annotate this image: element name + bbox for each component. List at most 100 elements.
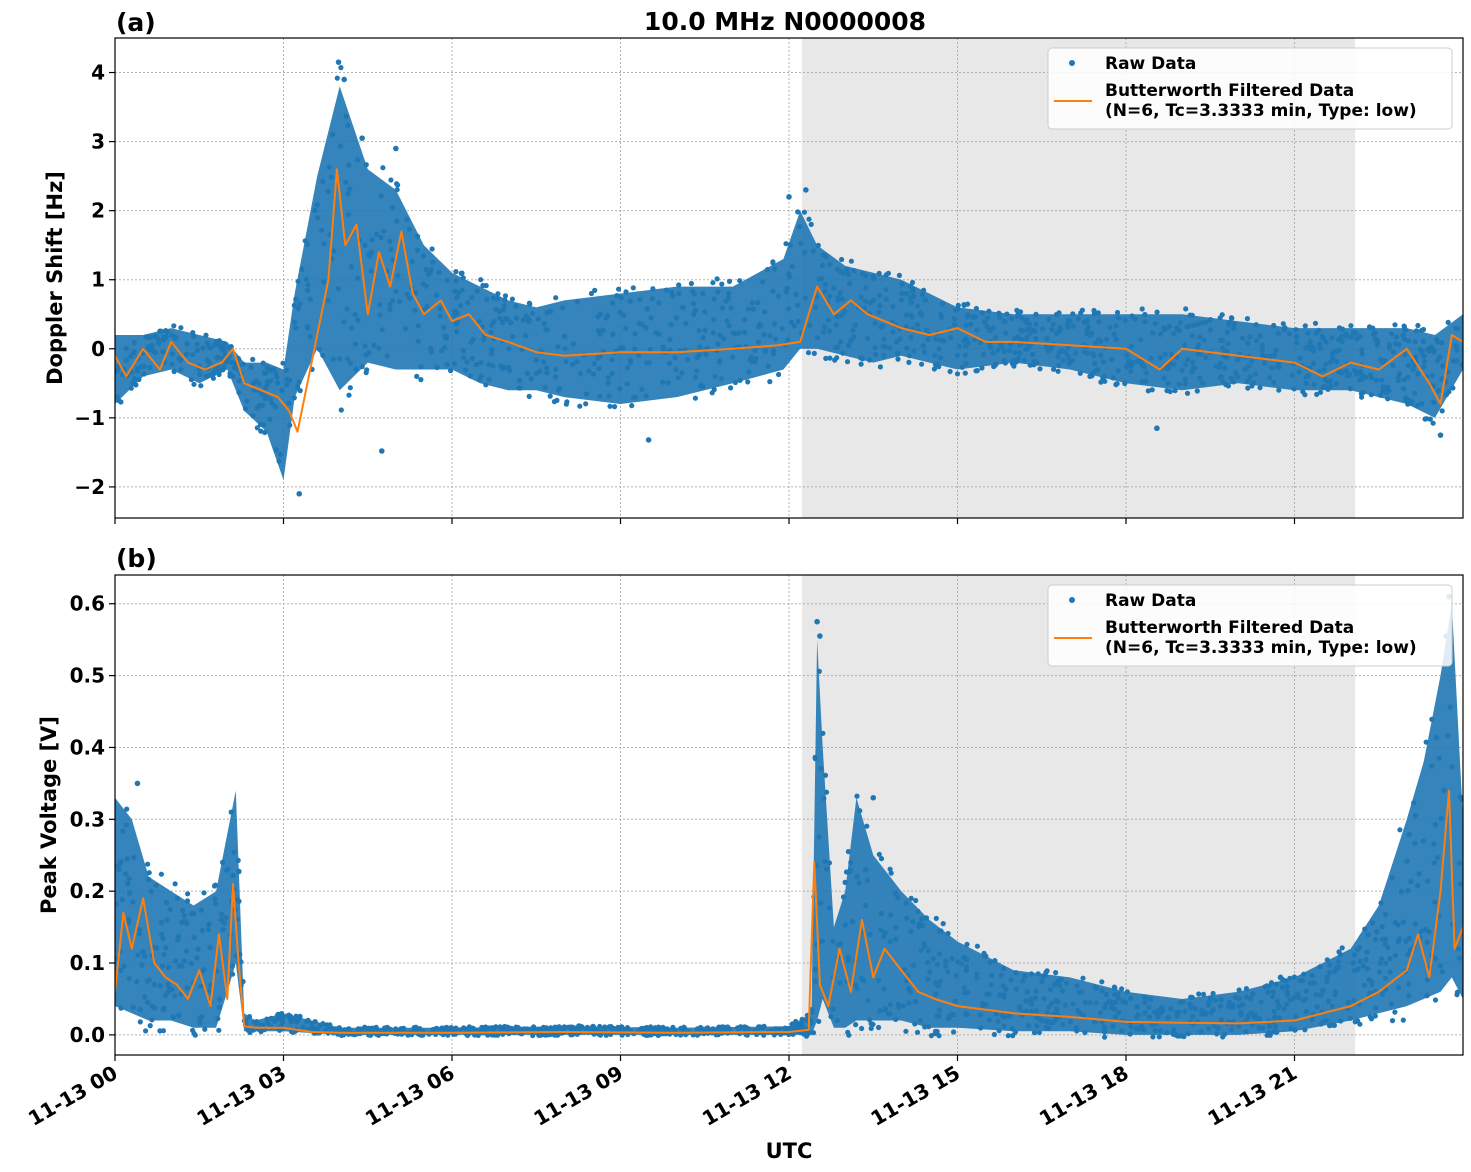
raw-data-point xyxy=(1412,390,1418,396)
raw-data-point xyxy=(171,323,177,329)
raw-data-point xyxy=(1087,1000,1093,1006)
raw-data-point xyxy=(1192,1006,1198,1012)
raw-data-point xyxy=(816,276,822,282)
raw-data-point xyxy=(1122,317,1128,323)
raw-data-point xyxy=(1206,999,1213,1005)
raw-data-point xyxy=(775,293,782,299)
raw-data-point xyxy=(1367,1014,1373,1020)
raw-data-point xyxy=(878,910,884,917)
raw-data-point xyxy=(782,1025,788,1031)
raw-data-point xyxy=(559,305,566,311)
raw-data-point xyxy=(506,367,513,373)
raw-data-point xyxy=(773,336,779,342)
raw-data-point xyxy=(1415,882,1421,889)
raw-data-point xyxy=(359,364,365,370)
raw-data-point xyxy=(326,164,332,170)
raw-data-point xyxy=(859,271,866,277)
raw-data-point xyxy=(1454,347,1460,353)
raw-data-point xyxy=(715,289,721,295)
raw-data-point xyxy=(1450,385,1456,391)
raw-data-point xyxy=(795,318,801,325)
x-axis-label: UTC xyxy=(766,1139,813,1163)
raw-data-point xyxy=(1157,1028,1163,1034)
raw-data-point xyxy=(1382,960,1389,966)
raw-data-point xyxy=(899,290,905,296)
raw-data-point xyxy=(1024,334,1030,341)
raw-data-point xyxy=(605,380,611,386)
raw-data-point xyxy=(478,277,484,283)
raw-data-point xyxy=(1001,318,1007,324)
raw-data-point xyxy=(700,335,706,341)
raw-data-point xyxy=(1231,379,1237,385)
raw-data-point xyxy=(489,346,495,352)
raw-data-point xyxy=(1172,388,1178,394)
raw-data-point xyxy=(906,353,912,359)
raw-data-point xyxy=(1111,331,1117,338)
raw-data-point xyxy=(428,345,434,352)
raw-data-point xyxy=(932,1028,939,1034)
raw-data-point xyxy=(783,241,789,247)
raw-data-point xyxy=(757,1024,763,1030)
raw-data-point xyxy=(338,407,344,413)
raw-data-point xyxy=(943,963,949,969)
raw-data-point xyxy=(1099,979,1105,985)
raw-data-point xyxy=(1138,1024,1144,1030)
raw-data-point xyxy=(453,321,459,327)
raw-data-point xyxy=(1203,319,1209,325)
raw-data-point xyxy=(335,59,342,65)
raw-data-point xyxy=(1189,994,1195,1000)
raw-data-point xyxy=(1112,1014,1119,1020)
raw-data-point xyxy=(927,969,933,975)
raw-data-point xyxy=(271,1018,278,1024)
raw-data-point xyxy=(137,1019,143,1025)
raw-data-point xyxy=(1056,982,1063,989)
raw-data-point xyxy=(848,860,854,866)
raw-data-point xyxy=(1145,388,1151,394)
raw-data-point xyxy=(1379,377,1385,383)
raw-data-point xyxy=(643,1032,650,1038)
raw-data-point xyxy=(190,330,196,336)
raw-data-point xyxy=(409,258,415,265)
raw-data-point xyxy=(205,926,212,933)
raw-data-point xyxy=(194,347,200,353)
raw-data-point xyxy=(609,370,615,377)
raw-data-point xyxy=(1087,332,1093,338)
raw-data-point xyxy=(451,361,458,367)
raw-data-point xyxy=(118,859,124,865)
raw-data-point xyxy=(711,296,718,302)
raw-data-point xyxy=(745,306,752,312)
raw-data-point xyxy=(750,306,757,312)
raw-data-point xyxy=(1092,360,1098,367)
raw-data-point xyxy=(1057,325,1063,331)
raw-data-point xyxy=(441,345,448,351)
raw-data-point xyxy=(715,1026,721,1032)
raw-data-point xyxy=(892,890,898,896)
raw-data-point xyxy=(1336,347,1342,353)
raw-data-point xyxy=(460,355,467,361)
raw-data-point xyxy=(1303,988,1309,994)
raw-data-point xyxy=(477,376,483,382)
raw-data-point xyxy=(1033,988,1039,994)
raw-data-point xyxy=(821,795,827,802)
raw-data-point xyxy=(194,341,200,347)
raw-data-point xyxy=(1044,1010,1050,1016)
raw-data-point xyxy=(1431,860,1437,866)
raw-data-point xyxy=(1318,1021,1324,1027)
raw-data-point xyxy=(894,339,900,345)
raw-data-point xyxy=(603,315,609,321)
raw-data-point xyxy=(1460,362,1463,368)
raw-data-point xyxy=(1424,977,1430,983)
raw-data-point xyxy=(667,360,673,366)
raw-data-point xyxy=(229,963,235,969)
raw-data-point xyxy=(771,1032,777,1038)
raw-data-point xyxy=(1330,354,1336,361)
raw-data-point xyxy=(978,1025,984,1031)
raw-data-point xyxy=(883,296,890,302)
raw-data-point xyxy=(844,359,851,365)
raw-data-point xyxy=(1247,374,1253,380)
raw-data-point xyxy=(131,350,137,356)
raw-data-point xyxy=(624,1026,630,1032)
raw-data-point xyxy=(952,322,958,328)
raw-data-point xyxy=(1366,977,1372,983)
